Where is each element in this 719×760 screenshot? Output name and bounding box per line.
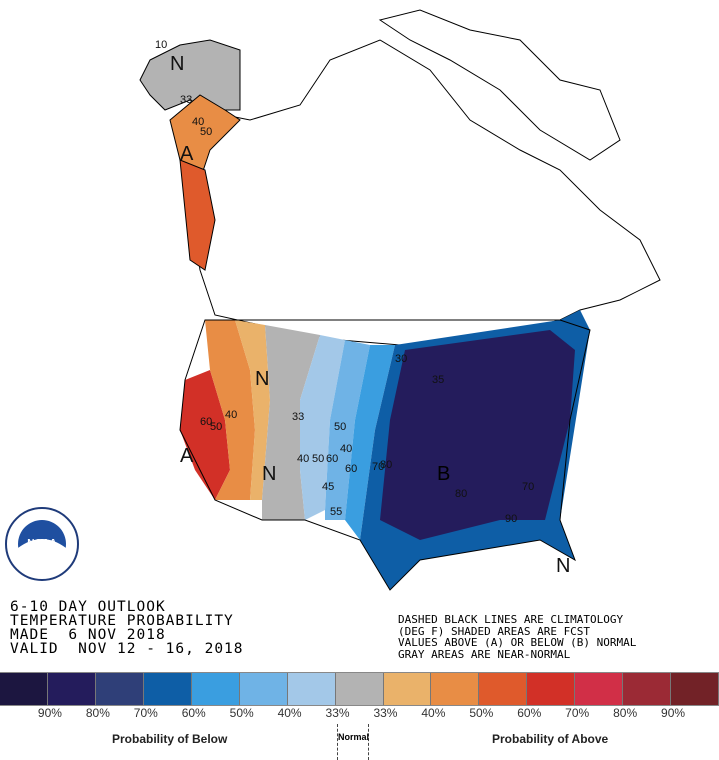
probability-legend xyxy=(0,672,719,706)
above-caption: Probability of Above xyxy=(492,732,609,746)
legend-tick-label: 80% xyxy=(85,706,110,720)
contour-label: 33 xyxy=(292,411,304,423)
logo-text: NOAA xyxy=(27,538,56,549)
contour-label: 50 xyxy=(334,421,346,433)
contour-label: 80 xyxy=(380,459,392,471)
legend-swatch xyxy=(287,673,336,705)
legend-swatch xyxy=(431,673,480,705)
contour-label: 10 xyxy=(155,39,167,51)
legend-swatch xyxy=(191,673,240,705)
legend-tick-label: 50% xyxy=(229,706,254,720)
us-above-60 xyxy=(180,370,230,500)
contour-label: 90 xyxy=(505,513,517,525)
contour-label: 70 xyxy=(522,481,534,493)
region-label: A xyxy=(180,143,194,165)
outlook-title: 6-10 DAY OUTLOOK TEMPERATURE PROBABILITY M… xyxy=(10,599,244,657)
legend-swatch xyxy=(239,673,288,705)
legend-swatch xyxy=(143,673,192,705)
contour-label: 80 xyxy=(455,488,467,500)
legend-ticks: 90% 80% 70% 60% 50% 40% 33% 33% 40% 50% 60% 70% 80% 9… xyxy=(0,706,719,722)
region-label: B xyxy=(437,463,450,485)
legend-swatch xyxy=(0,673,48,705)
contour-label: 60 xyxy=(200,416,212,428)
contour-label: 45 xyxy=(322,481,334,493)
us-near-normal xyxy=(262,325,320,520)
contour-label: 40 xyxy=(340,443,352,455)
region-label: N xyxy=(556,555,570,577)
legend-tick-label: 70% xyxy=(565,706,590,720)
legend-tick-label: 60% xyxy=(181,706,206,720)
legend-tick-label: 40% xyxy=(277,706,302,720)
contour-label: 60 xyxy=(345,463,357,475)
arctic-islands xyxy=(378,9,621,161)
us-below-40 xyxy=(325,340,370,520)
contour-label: 40 xyxy=(225,409,237,421)
us-below-80 xyxy=(380,330,575,540)
legend-swatch xyxy=(671,673,719,705)
contour-label: 70 xyxy=(372,461,384,473)
us-below-33 xyxy=(300,335,345,520)
contour-label: 50 xyxy=(200,126,212,138)
us-border xyxy=(179,319,591,591)
legend-tick-label: 33% xyxy=(325,706,350,720)
us-above-40 xyxy=(235,320,270,500)
legend-swatch xyxy=(383,673,432,705)
region-label: A xyxy=(180,445,194,467)
us-below-50 xyxy=(345,345,395,540)
legend-tick-label: 50% xyxy=(469,706,494,720)
legend-swatch xyxy=(575,673,624,705)
us-above-50 xyxy=(205,320,255,500)
legend-swatch xyxy=(47,673,96,705)
legend-tick-label: 60% xyxy=(517,706,542,720)
legend-tick-label: 90% xyxy=(661,706,686,720)
legend-tick-label: 80% xyxy=(613,706,638,720)
region-label: N xyxy=(170,53,184,75)
contour-label: 55 xyxy=(330,506,342,518)
noaa-logo: NOAA xyxy=(5,507,79,581)
legend-tick-label: 40% xyxy=(421,706,446,720)
legend-swatch xyxy=(479,673,528,705)
legend-swatch xyxy=(335,673,384,705)
contour-label: 40 xyxy=(192,116,204,128)
map-notes: DASHED BLACK LINES ARE CLIMATOLOGY (DEG F… xyxy=(398,613,637,661)
region-label: N xyxy=(262,463,276,485)
contour-label: 30 xyxy=(395,353,407,365)
normal-caption: Normal xyxy=(337,724,369,760)
below-caption: Probability of Below xyxy=(112,732,228,746)
contour-label: 60 xyxy=(326,453,338,465)
legend-swatch xyxy=(623,673,672,705)
canada-land xyxy=(189,39,661,351)
legend-tick-label: 70% xyxy=(133,706,158,720)
legend-tick-label: 33% xyxy=(373,706,398,720)
legend-swatch xyxy=(527,673,576,705)
contour-label: 50 xyxy=(312,453,324,465)
contour-label: 35 xyxy=(432,374,444,386)
contour-label: 40 xyxy=(297,453,309,465)
contour-label: 50 xyxy=(210,421,222,433)
bc-coast-above xyxy=(179,159,216,271)
legend-swatch xyxy=(95,673,144,705)
legend-tick-label: 90% xyxy=(37,706,62,720)
contour-label: 33 xyxy=(180,94,192,106)
region-label: N xyxy=(255,368,269,390)
